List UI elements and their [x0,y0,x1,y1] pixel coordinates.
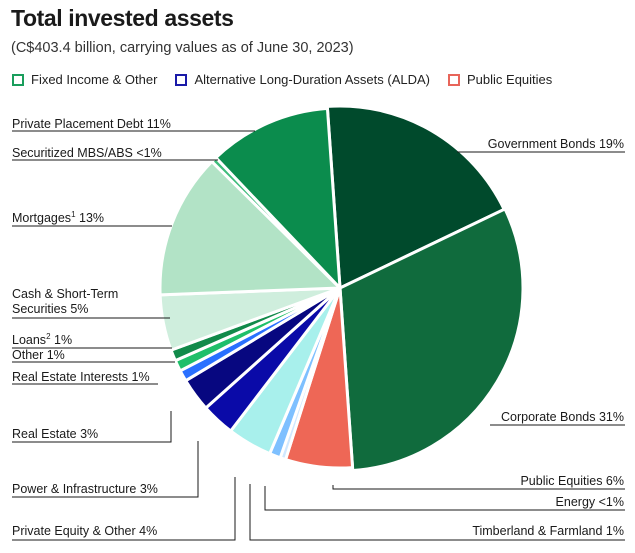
leader-lines [12,130,625,541]
slice-private-placement-debt [214,106,342,290]
label-corporate-bonds: Corporate Bonds 31% [501,410,624,424]
legend-label-alda: Alternative Long-Duration Assets (ALDA) [194,72,431,87]
legend-label-public-equities: Public Equities [467,72,553,87]
leader-real-estate [12,411,172,443]
label-loans-text: Loans [12,333,46,347]
label-mortgages: Mortgages1 13% [12,210,104,225]
legend-swatch-alda [175,73,188,86]
legend-swatch-public-equities [448,73,461,86]
label-public-equities: Public Equities 6% [520,474,624,488]
legend-item-public-equities: Public Equities [448,72,552,87]
chart-subtitle: (C$403.4 billion, carrying values as of … [11,40,354,56]
label-real-estate: Real Estate 3% [12,427,98,441]
chart-title: Total invested assets [11,5,234,31]
legend-swatch-fixed-income [12,73,24,86]
legend-item-alda: Alternative Long-Duration Assets (ALDA) [175,72,430,87]
slice-labels: Government Bonds 19% Corporate Bonds 31%… [12,117,624,538]
legend-item-fixed-income: Fixed Income & Other [12,72,157,87]
leader-power-infra [12,441,199,498]
label-mortgages-sup: 1 [71,210,76,219]
label-real-estate-interests: Real Estate Interests 1% [12,370,150,384]
slice-mortgages [158,160,342,297]
legend: Fixed Income & Other Alternative Long-Du… [12,72,570,87]
leader-timberland [249,484,625,541]
label-government-bonds: Government Bonds 19% [488,137,624,151]
label-other: Other 1% [12,348,65,362]
label-mortgages-text: Mortgages [12,211,71,225]
leader-energy [264,486,625,511]
label-loans-pct: 1% [51,333,73,347]
slice-corporate-bonds [338,207,525,473]
label-power-infra: Power & Infrastructure 3% [12,482,158,496]
label-cash-line1: Cash & Short-Term [12,287,118,301]
label-mortgages-pct: 13% [76,211,105,225]
label-energy: Energy <1% [556,495,624,509]
leader-private-equity [12,477,236,541]
label-timberland: Timberland & Farmland 1% [472,524,624,538]
leader-public-equities [332,485,625,490]
label-securitized: Securitized MBS/ABS <1% [12,146,162,160]
label-cash-line2: Securities 5% [12,302,88,316]
label-private-equity: Private Equity & Other 4% [12,524,157,538]
label-loans: Loans2 1% [12,332,72,347]
label-private-placement: Private Placement Debt 11% [12,117,171,131]
label-loans-sup: 2 [46,332,51,341]
pie-slices [158,104,525,473]
legend-label-fixed-income: Fixed Income & Other [31,72,158,87]
